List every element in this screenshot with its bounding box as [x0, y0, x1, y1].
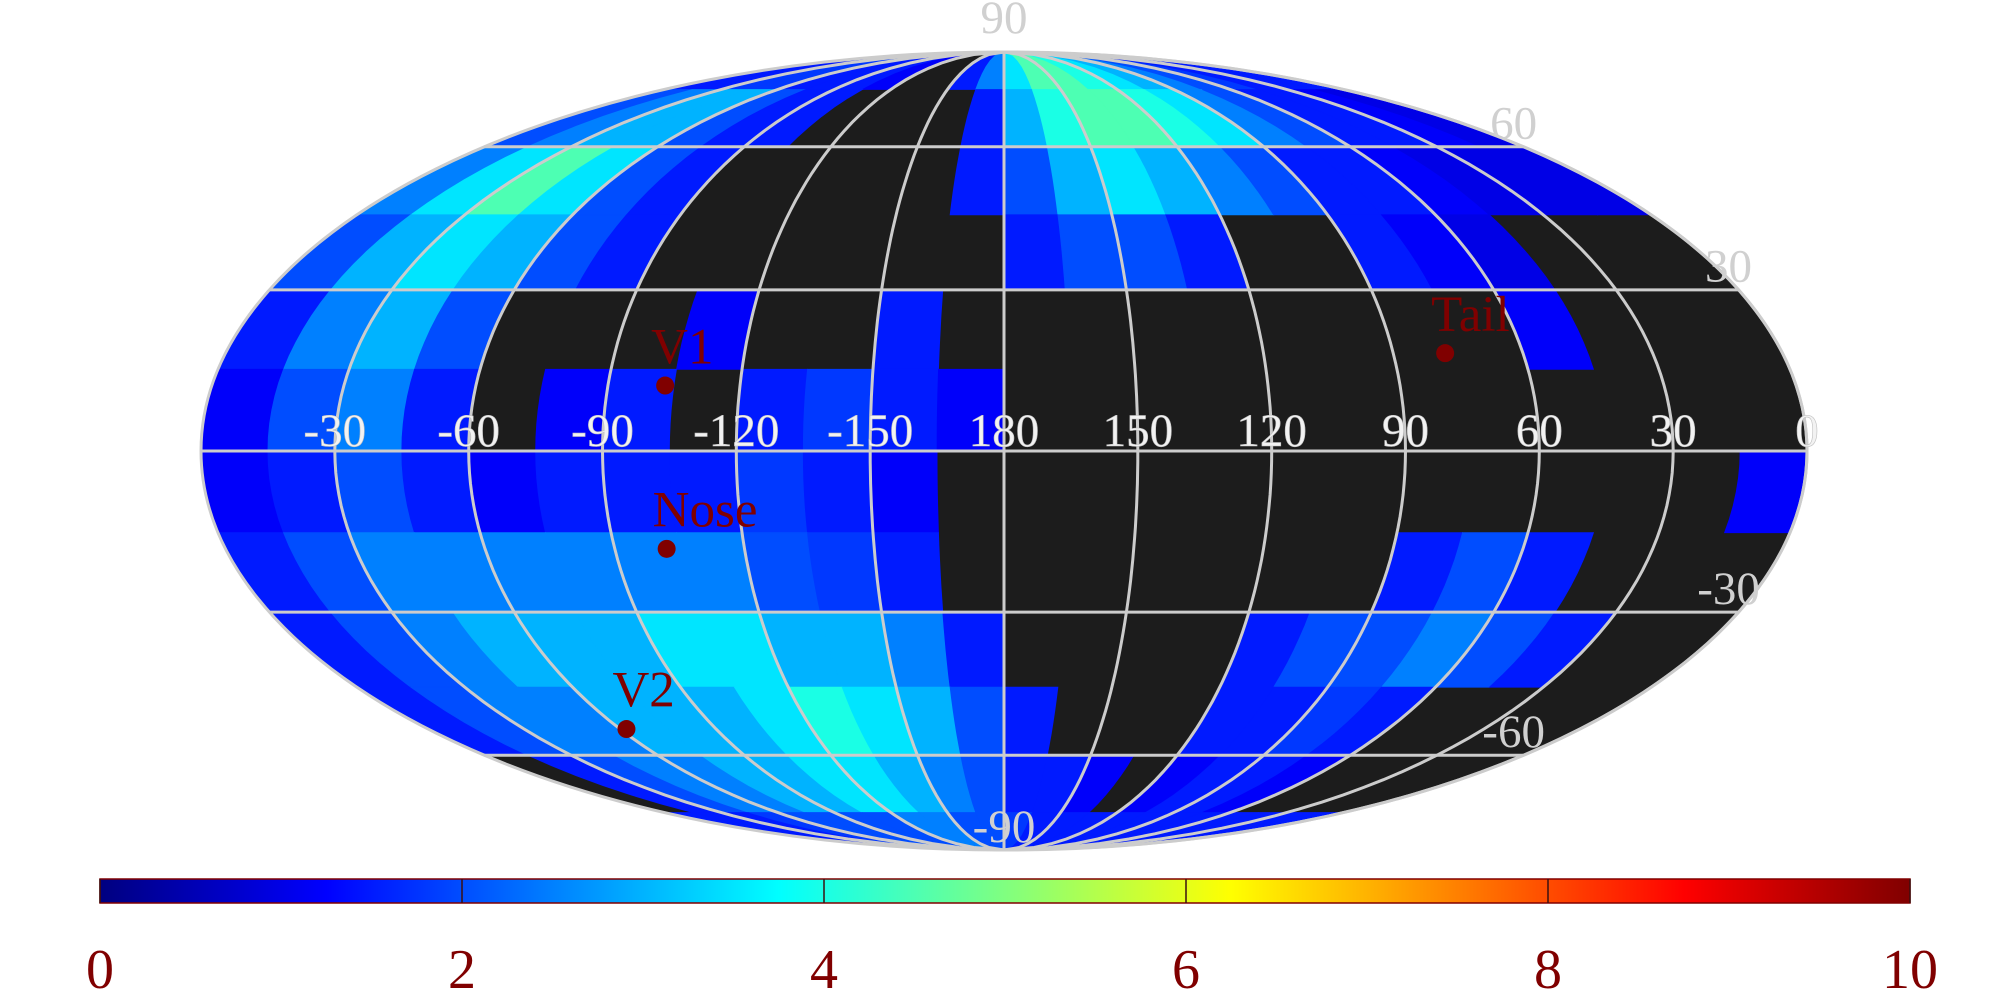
colorbar-tick-label: 4 — [810, 939, 838, 1000]
heat-cell — [807, 532, 883, 613]
point-marker — [656, 376, 675, 395]
colorbar-tick-label: 6 — [1172, 939, 1200, 1000]
heat-cell — [872, 532, 944, 613]
colorbar-tick-label: 8 — [1534, 939, 1562, 1000]
x-tick-label: 120 — [1236, 405, 1307, 457]
x-tick-label: 0 — [1795, 405, 1819, 457]
y-tick-label: 60 — [1490, 98, 1537, 150]
heatmap — [200, 51, 1808, 851]
heat-cell — [535, 450, 612, 534]
x-tick-label: -30 — [304, 405, 367, 457]
heat-cell — [869, 450, 939, 534]
point-label: Tail — [1431, 287, 1510, 343]
colorbar-tick-label: 0 — [86, 939, 114, 1000]
point-marker — [1436, 344, 1455, 363]
colorbar-tick-label: 10 — [1882, 939, 1938, 1000]
x-tick-label: -60 — [437, 405, 500, 457]
point-label: Nose — [653, 483, 758, 539]
y-tick-label: -30 — [1697, 563, 1760, 615]
y-tick-label: 90 — [981, 0, 1028, 44]
map-border — [199, 50, 1809, 852]
y-tick-label: 30 — [1705, 241, 1752, 293]
colorbar-tick-label: 2 — [448, 939, 476, 1000]
point-label: V1 — [651, 319, 713, 375]
x-tick-label: 150 — [1103, 405, 1174, 457]
x-tick-label: 30 — [1650, 405, 1697, 457]
heat-cell — [802, 450, 874, 534]
x-tick-label: 180 — [969, 405, 1040, 457]
heat-cell — [1003, 214, 1066, 291]
point-marker — [657, 539, 676, 558]
point-label: V2 — [612, 663, 674, 719]
x-tick-label: 60 — [1516, 405, 1563, 457]
colorbar — [99, 878, 1911, 904]
y-tick-label: -60 — [1482, 706, 1545, 758]
y-tick-label: -90 — [973, 801, 1036, 853]
point-marker — [617, 720, 636, 739]
x-tick-label: -90 — [571, 405, 634, 457]
heat-cell — [942, 611, 1005, 688]
x-tick-label: -120 — [693, 405, 779, 457]
x-tick-label: 90 — [1382, 405, 1429, 457]
x-tick-label: -150 — [827, 405, 913, 457]
heat-cell — [468, 450, 546, 534]
heat-cell — [872, 289, 944, 370]
